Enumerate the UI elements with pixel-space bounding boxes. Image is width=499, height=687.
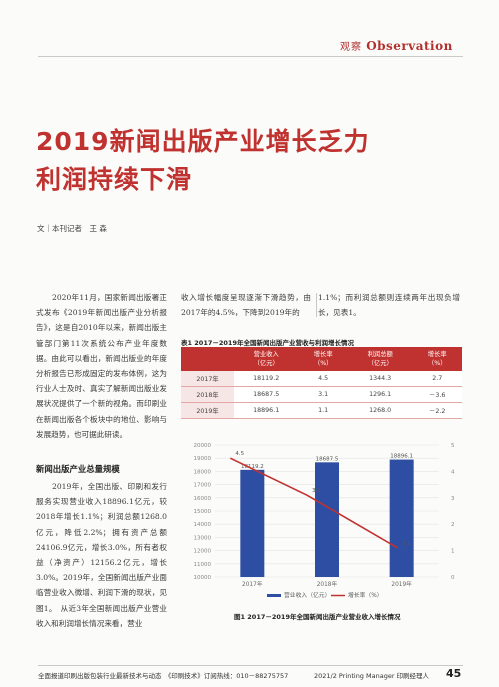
y-left-tick-label: 15000 (194, 509, 212, 515)
bar-data-label: 18896.1 (390, 454, 413, 460)
table-header-cell: 营业收入 （亿元） (233, 347, 299, 371)
y-left-tick-label: 12000 (194, 549, 212, 555)
x-tick-label: 2019年 (391, 580, 412, 588)
section-label-en: Observation (366, 39, 453, 53)
table-cell: 1268.0 (347, 402, 413, 419)
y-left-tick-label: 20000 (194, 443, 212, 449)
section-label: 观察 Observation (340, 38, 453, 53)
bar (240, 469, 265, 577)
table-row: 2019年 18896.1 1.1 1268.0 －2.2 (181, 402, 462, 419)
table-header-cell (181, 347, 234, 371)
column1-paragraph2: 2019年，全国出版、印刷和发行服务实现营业收入18896.1亿元，较2018年… (36, 482, 167, 628)
y-left-tick-label: 10000 (194, 575, 212, 581)
column2-paragraph: 收入增长幅度呈现逐渐下滑趋势，由2017年的4.5%，下降到2019年的 (181, 293, 311, 318)
table-cell: 3.1 (298, 386, 348, 403)
x-tick-label: 2018年 (317, 580, 338, 588)
table-cell: 18687.5 (233, 386, 299, 403)
footer-left-text: 全面报道印刷出版包装行业最新技术与动态 《印刷技术》订阅热线：010－88275… (38, 672, 289, 680)
table-cell: 2017年 (181, 371, 234, 387)
y-left-tick-label: 11000 (194, 562, 212, 568)
table-header-cell: 增长率 （%） (412, 347, 462, 371)
table-caption: 表1 2017－2019年全国新闻出版产业营收与利润增长情况 (181, 339, 354, 347)
section-heading: 新闻出版产业总量规模 (36, 464, 120, 474)
section-label-cn: 观察 (340, 42, 362, 53)
legend-label-bar: 营业收入（亿元） (284, 591, 330, 599)
growth-rate-line (229, 457, 399, 549)
column3-paragraph: 1.1%；而利润总额则连续两年出现负增长，见表1。 (318, 293, 460, 318)
y-right-tick-label: 3 (451, 496, 455, 502)
table-cell: 1.1 (298, 402, 348, 419)
line-data-label: 4.5 (235, 451, 244, 457)
y-right-tick-label: 4 (451, 469, 455, 475)
table-cell: －2.2 (412, 402, 462, 419)
bar (315, 462, 339, 577)
y-left-tick-label: 17000 (194, 483, 212, 489)
y-left-tick-label: 14000 (194, 522, 212, 528)
x-tick-label: 2017年 (242, 580, 263, 588)
table-header-cell: 利润总额 （亿元） (347, 347, 413, 371)
table-header-cell: 增长率 （%） (298, 347, 348, 371)
data-table: 营业收入 （亿元） 增长率 （%） 利润总额 （亿元） 增长率 （%） 2017… (181, 347, 462, 419)
bar-data-label: 18687.5 (316, 456, 339, 462)
line-data-label: 3.1 (312, 488, 321, 494)
column1-paragraph1: 2020年11月，国家新闻出版署正式发布《2019年新闻出版产业分析报告》，这是… (36, 293, 167, 439)
table-cell: 2018年 (181, 386, 234, 403)
article-title-line1: 2019新闻出版产业增长乏力 (36, 127, 370, 156)
bar-data-label: 18119.2 (241, 464, 264, 470)
y-left-tick-label: 13000 (194, 535, 212, 541)
legend-label-line: 增长率（%） (348, 591, 383, 599)
y-right-tick-label: 2 (451, 522, 455, 528)
line-data-label: 1.1 (403, 541, 412, 547)
table-cell: 1344.3 (347, 371, 413, 387)
y-right-tick-label: 1 (451, 549, 455, 555)
footer-rule (38, 665, 463, 666)
y-right-tick-label: 5 (451, 443, 455, 449)
y-right-tick-label: 0 (451, 575, 455, 581)
table-row: 2018年 18687.5 3.1 1296.1 －3.6 (181, 386, 462, 403)
y-left-tick-label: 18000 (194, 469, 212, 475)
footer-right-text: 2021/2 Printing Manager 印刷经理人 (314, 672, 430, 680)
byline: 文｜本刊记者 王 森 (37, 224, 107, 233)
table-cell: 1296.1 (347, 386, 413, 403)
y-left-tick-label: 16000 (194, 496, 212, 502)
table-cell: 2019年 (181, 402, 234, 419)
page-number: 45 (446, 667, 462, 680)
table-cell: 18896.1 (233, 402, 299, 419)
article-title-line2: 利润持续下滑 (36, 165, 193, 194)
column-divider (316, 293, 317, 317)
table-cell: 4.5 (298, 371, 348, 387)
table-cell: －3.6 (412, 386, 462, 403)
revenue-growth-chart: 20000 19000 18000 17000 16000 15000 14000 13000… (194, 443, 456, 599)
figure-caption: 图1 2017－2019年全国新闻出版产业营业收入增长情况 (234, 613, 401, 621)
y-left-tick-label: 19000 (194, 456, 212, 462)
bar (389, 459, 414, 577)
table-cell: 2.7 (412, 371, 462, 387)
table-row: 2017年 18119.2 4.5 1344.3 2.7 (181, 371, 462, 387)
table-cell: 18119.2 (233, 371, 299, 387)
header-rule (38, 56, 463, 57)
legend-swatch-bar (267, 594, 281, 597)
table-header-row: 营业收入 （亿元） 增长率 （%） 利润总额 （亿元） 增长率 （%） (181, 347, 462, 371)
